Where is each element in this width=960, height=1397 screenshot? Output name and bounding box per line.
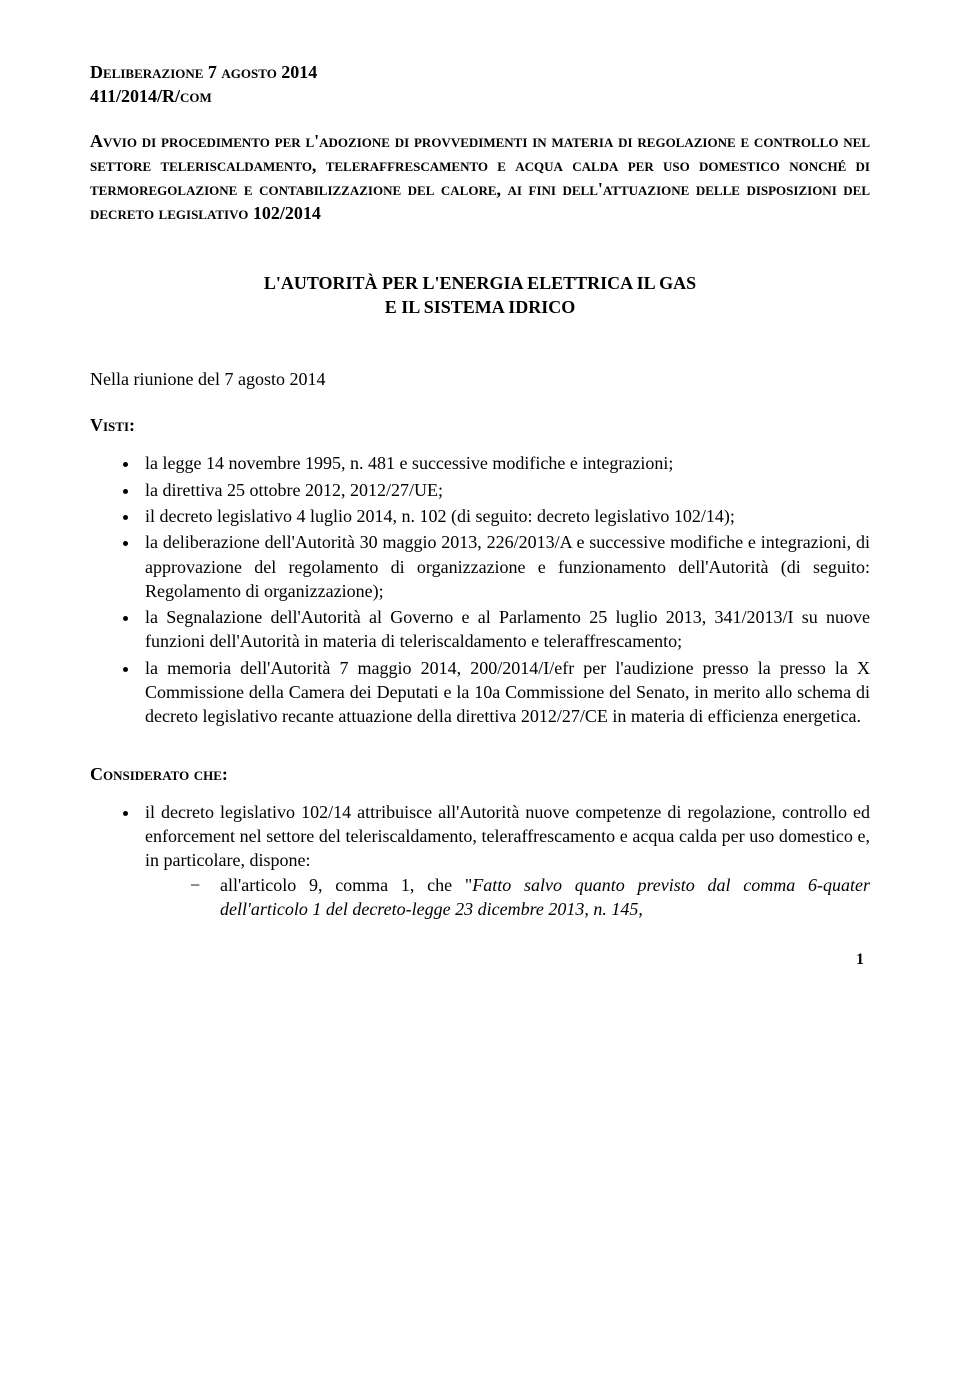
considerato-sublist: all'articolo 9, comma 1, che "Fatto salv… bbox=[145, 873, 870, 922]
document-title: Avvio di procedimento per l'adozione di … bbox=[90, 129, 870, 226]
header-block: Deliberazione 7 agosto 2014 411/2014/R/c… bbox=[90, 60, 870, 109]
sub-prefix: all'articolo 9, comma 1, che " bbox=[220, 875, 472, 895]
authority-line-2: E IL SISTEMA IDRICO bbox=[90, 295, 870, 319]
sublist-item: all'articolo 9, comma 1, che "Fatto salv… bbox=[190, 873, 870, 922]
considerato-intro: il decreto legislativo 102/14 attribuisc… bbox=[145, 802, 870, 871]
list-item: il decreto legislativo 102/14 attribuisc… bbox=[140, 800, 870, 921]
list-item: la deliberazione dell'Autorità 30 maggio… bbox=[140, 530, 870, 603]
document-page: Deliberazione 7 agosto 2014 411/2014/R/c… bbox=[0, 0, 960, 1009]
list-item: la Segnalazione dell'Autorità al Governo… bbox=[140, 605, 870, 654]
considerato-heading: Considerato che: bbox=[90, 764, 870, 785]
header-line-1: Deliberazione 7 agosto 2014 bbox=[90, 60, 870, 84]
page-number: 1 bbox=[90, 951, 870, 969]
list-item: la memoria dell'Autorità 7 maggio 2014, … bbox=[140, 656, 870, 729]
visti-heading: Visti: bbox=[90, 415, 870, 436]
authority-line-1: L'AUTORITÀ PER L'ENERGIA ELETTRICA IL GA… bbox=[90, 271, 870, 295]
list-item: la legge 14 novembre 1995, n. 481 e succ… bbox=[140, 451, 870, 475]
list-item: la direttiva 25 ottobre 2012, 2012/27/UE… bbox=[140, 478, 870, 502]
considerato-list: il decreto legislativo 102/14 attribuisc… bbox=[90, 800, 870, 921]
meeting-line: Nella riunione del 7 agosto 2014 bbox=[90, 369, 870, 390]
list-item: il decreto legislativo 4 luglio 2014, n.… bbox=[140, 504, 870, 528]
authority-block: L'AUTORITÀ PER L'ENERGIA ELETTRICA IL GA… bbox=[90, 271, 870, 320]
header-line-2: 411/2014/R/com bbox=[90, 84, 870, 108]
visti-list: la legge 14 novembre 1995, n. 481 e succ… bbox=[90, 451, 870, 728]
